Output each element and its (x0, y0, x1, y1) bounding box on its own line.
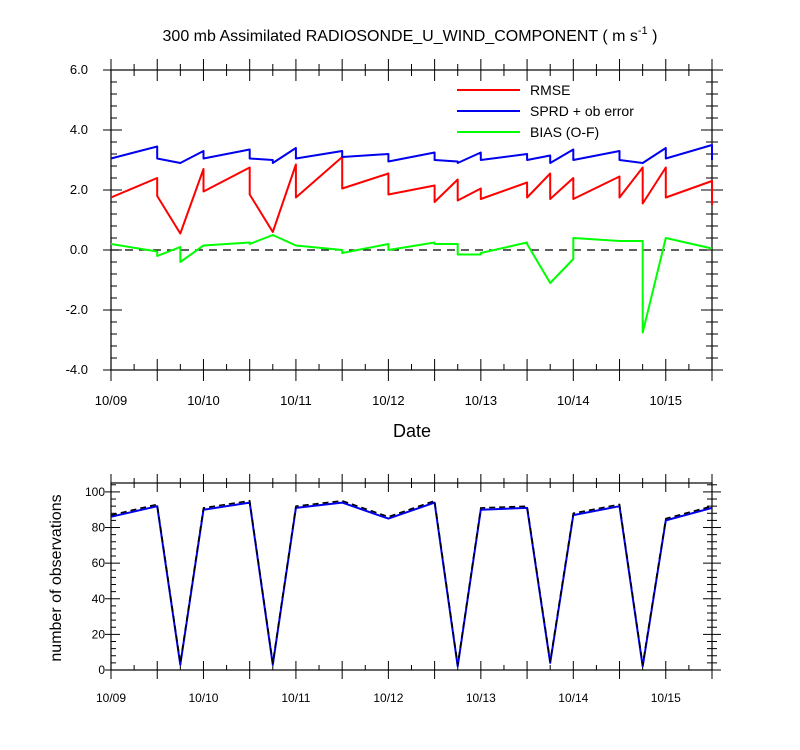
top-x-tick-label: 10/12 (372, 393, 405, 408)
bottom-x-tick-label: 10/15 (651, 691, 681, 705)
bottom-y-tick-label: 60 (92, 556, 106, 570)
top-y-tick-label: -4.0 (66, 362, 88, 377)
legend-label-sprd: SPRD + ob error (530, 103, 634, 119)
bottom-x-tick-label: 10/13 (466, 691, 496, 705)
top-x-tick-label: 10/11 (280, 393, 312, 408)
top-x-tick-label: 10/14 (557, 393, 590, 408)
bottom-y-axis-label: number of observations (48, 494, 65, 661)
bottom-y-tick-label: 0 (98, 663, 105, 677)
top-y-tick-label: -2.0 (66, 302, 88, 317)
top-x-tick-label: 10/13 (465, 393, 498, 408)
bottom-x-tick-label: 10/12 (373, 691, 403, 705)
chart-title-close: ) (648, 28, 658, 45)
top-y-tick-label: 4.0 (70, 122, 88, 137)
top-y-tick-label: 6.0 (70, 62, 88, 77)
chart-title-main: 300 mb Assimilated RADIOSONDE_U_WIND_COM… (163, 28, 638, 45)
bottom-plot: 10/09 10/10 10/11 10/12 10/13 10/14 10/15 0 20 40… (85, 474, 721, 705)
chart-title-unit-sup: -1 (638, 25, 648, 37)
bottom-y-tick-label: 80 (92, 521, 106, 535)
top-x-tick-label: 10/15 (649, 393, 682, 408)
bottom-x-tick-label: 10/10 (188, 691, 218, 705)
top-series-rmse (110, 156, 713, 235)
chart-title: 300 mb Assimilated RADIOSONDE_U_WIND_COM… (163, 25, 658, 45)
x-axis-label: Date (393, 421, 431, 441)
legend: RMSE SPRD + ob error BIAS (O-F) (457, 82, 634, 140)
bottom-x-tick-label: 10/11 (281, 691, 310, 705)
bottom-series-observations-dashed (110, 499, 713, 666)
plot-areas: 10/09 10/10 10/11 10/12 10/13 10/14 10/15 -4.0 -… (66, 59, 723, 705)
legend-label-rmse: RMSE (530, 82, 570, 98)
top-x-tick-label: 10/09 (95, 393, 128, 408)
bottom-x-tick-label: 10/09 (96, 691, 126, 705)
bottom-x-tick-label: 10/14 (558, 691, 588, 705)
top-y-tick-label: 0.0 (70, 242, 88, 257)
bottom-y-tick-label: 40 (92, 592, 106, 606)
top-y-tick-label: 2.0 (70, 182, 88, 197)
bottom-y-tick-label: 20 (92, 627, 106, 641)
legend-label-bias: BIAS (O-F) (530, 124, 599, 140)
top-series-sprd-ob-error (110, 144, 713, 164)
top-x-tick-label: 10/10 (187, 393, 220, 408)
top-plot: 10/09 10/10 10/11 10/12 10/13 10/14 10/15 -4.0 -… (66, 59, 723, 408)
bottom-y-tick-label: 100 (85, 485, 105, 499)
top-series-bias-o-f (110, 234, 713, 334)
